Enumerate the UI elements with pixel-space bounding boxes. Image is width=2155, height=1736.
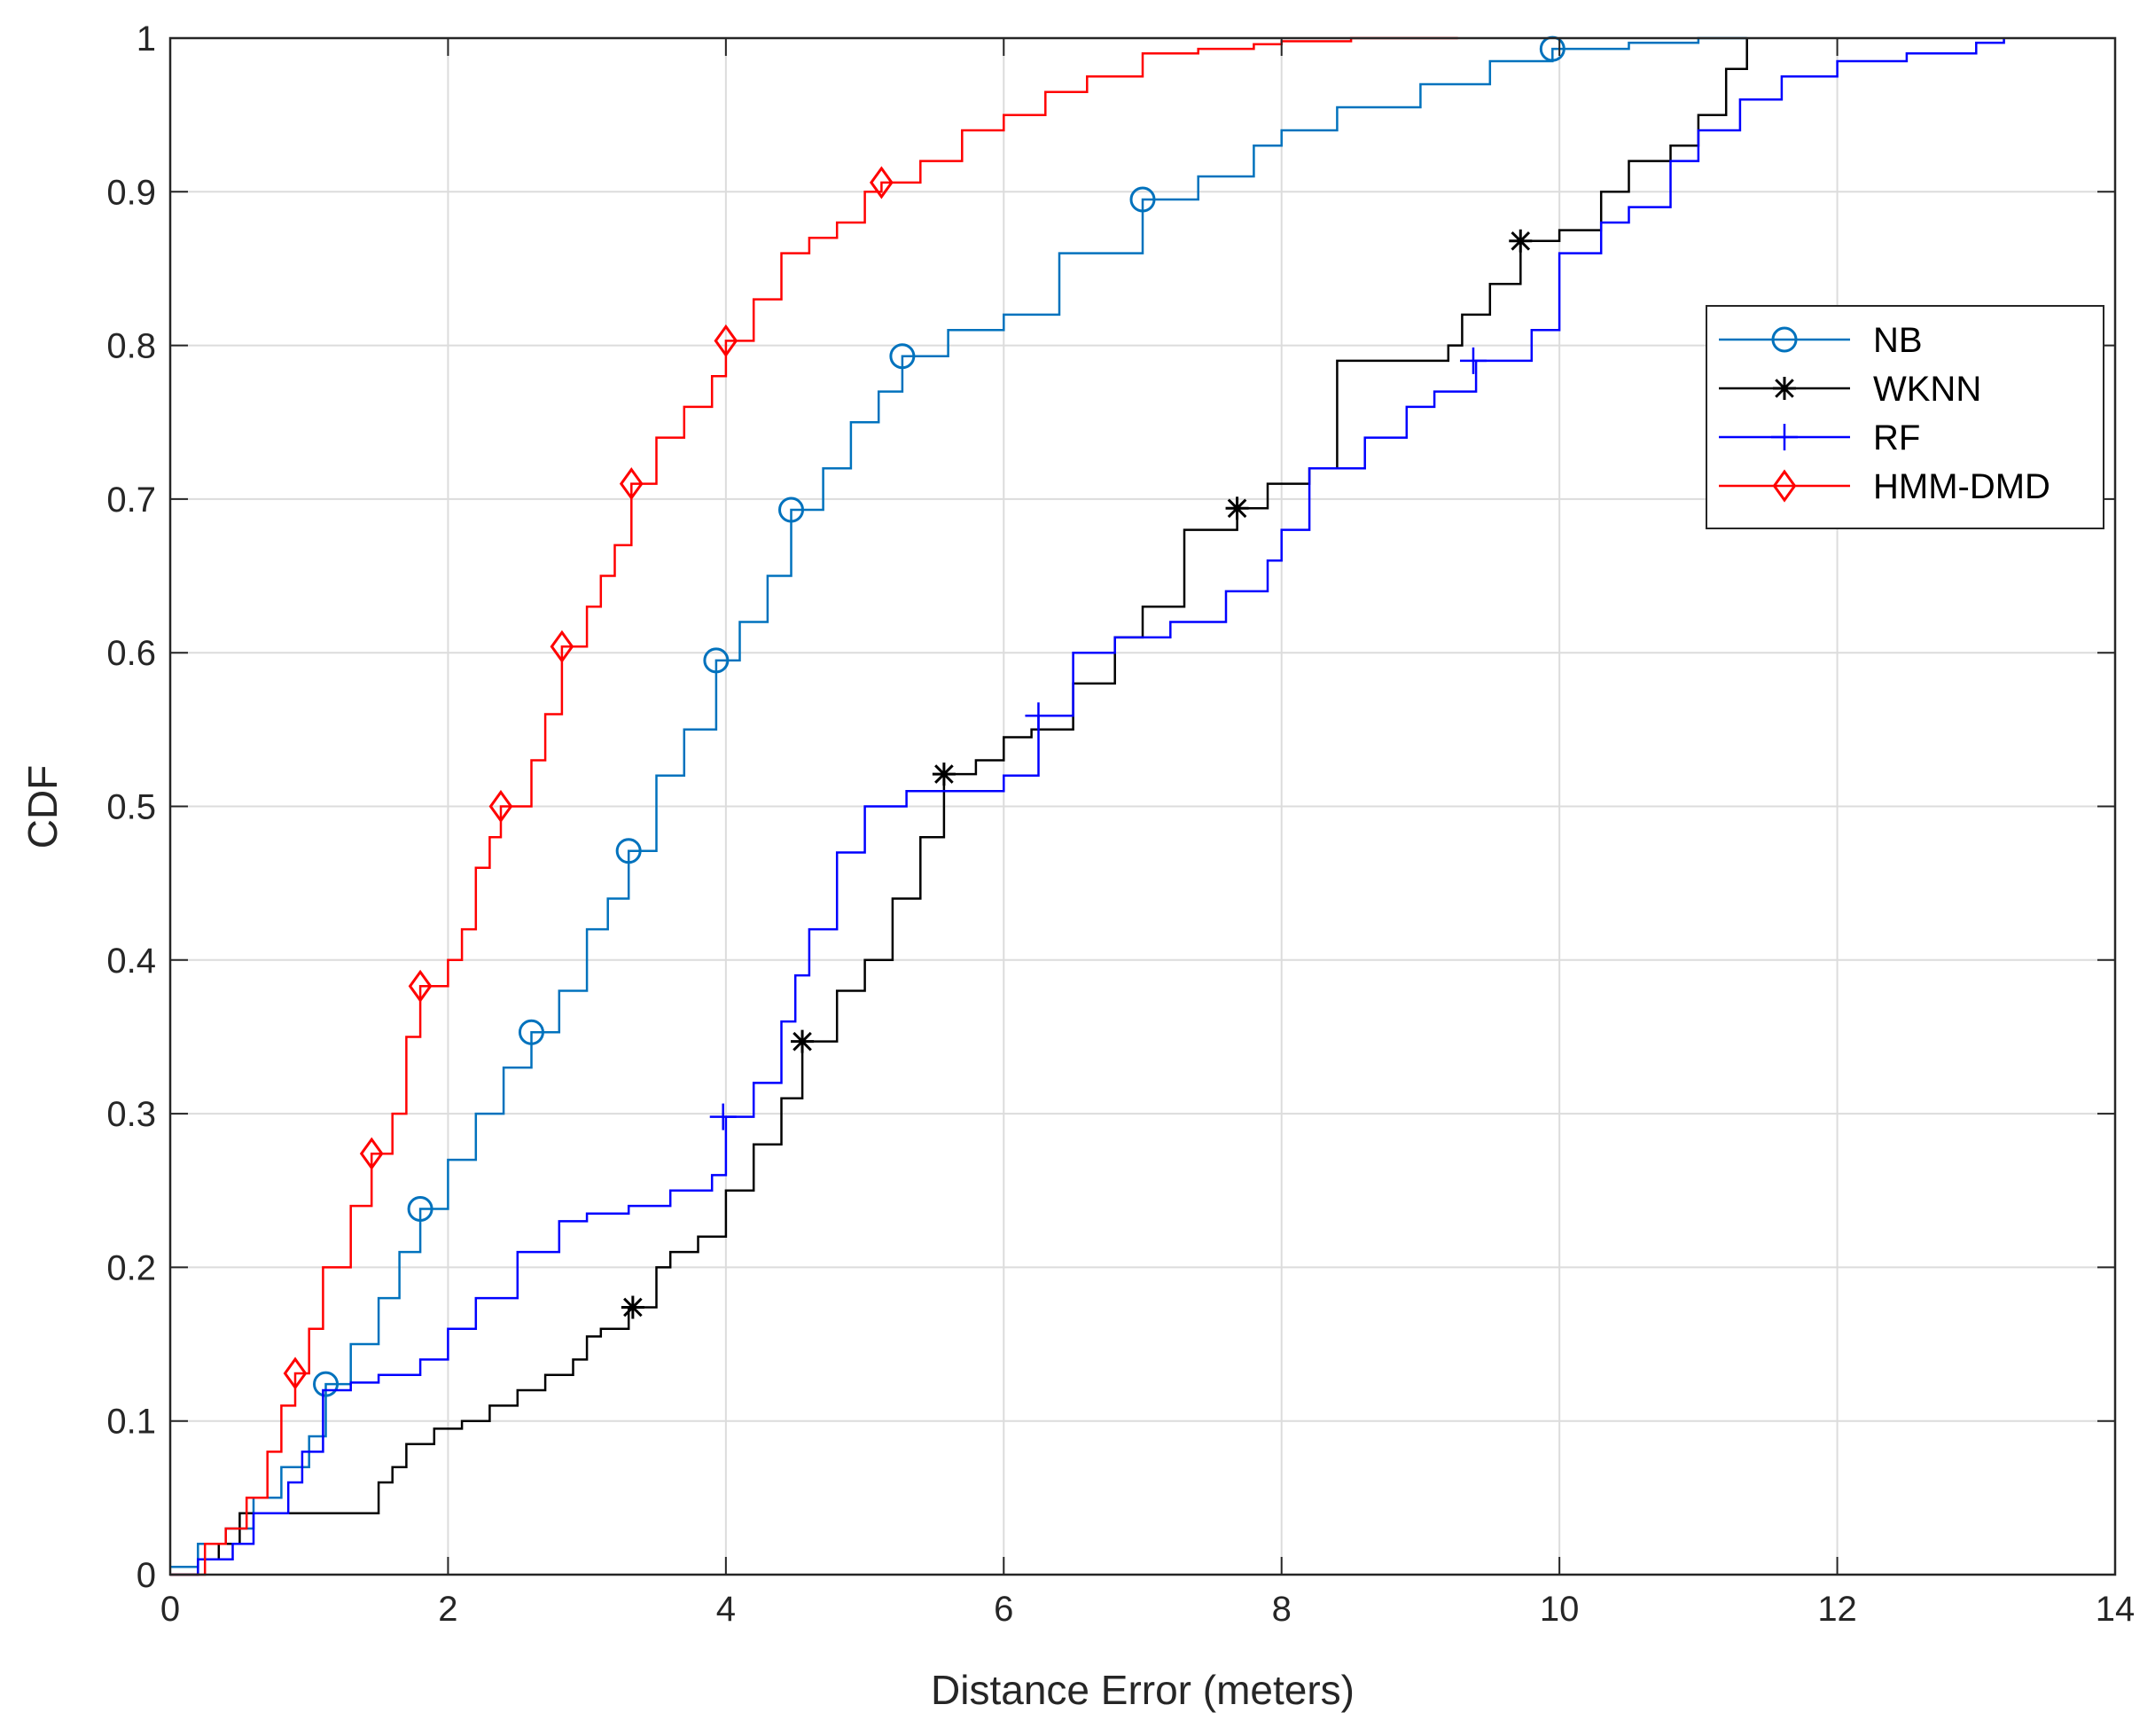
y-tick-label: 0.6 <box>106 634 156 673</box>
series-marker-wknn <box>932 762 956 786</box>
series-marker-rf <box>709 1103 737 1130</box>
legend-label: RF <box>1873 418 1920 457</box>
y-tick-label: 0.7 <box>106 481 156 520</box>
series-wknn <box>170 38 1748 1576</box>
series-marker-nb <box>313 1371 340 1397</box>
x-tick-label: 0 <box>160 1590 180 1629</box>
x-tick-label: 8 <box>1272 1590 1292 1629</box>
y-tick-label: 0 <box>137 1556 156 1595</box>
y-tick-label: 1 <box>137 20 156 59</box>
series-line-hmm-dmd <box>170 36 1458 1576</box>
x-tick-label: 4 <box>716 1590 736 1629</box>
y-tick-label: 0.1 <box>106 1403 156 1442</box>
ticks: 0 2 4 6 8 10 12 14 0 0.1 0.2 0.3 0.4 0.5 0.6 0.7 0.8 0.9 1 <box>106 20 2135 1629</box>
series-marker-hmm-dmd <box>619 467 644 501</box>
series-rf <box>170 38 2005 1576</box>
series-line-nb <box>170 36 1747 1568</box>
series-marker-rf <box>1459 347 1487 374</box>
series-nb <box>170 35 1747 1568</box>
series-hmm-dmd <box>170 36 1458 1576</box>
series-marker-nb <box>703 647 730 674</box>
series-marker-wknn <box>621 1295 644 1319</box>
legend-marker <box>1771 424 1798 450</box>
y-tick-label: 0.4 <box>106 942 156 981</box>
series-marker-nb <box>778 497 805 523</box>
legend-label: HMM-DMD <box>1873 467 2050 506</box>
legend-marker <box>1771 326 1798 353</box>
series-marker-hmm-dmd <box>408 969 433 1003</box>
x-tick-label: 14 <box>2096 1590 2135 1629</box>
series-layer <box>170 35 2005 1576</box>
x-tick-label: 12 <box>1817 1590 1857 1629</box>
x-tick-label: 6 <box>994 1590 1013 1629</box>
legend-marker <box>1772 469 1797 503</box>
series-marker-nb <box>1129 186 1156 213</box>
series-marker-nb <box>615 838 642 864</box>
y-tick-label: 0.3 <box>106 1095 156 1134</box>
x-axis-title: Distance Error (meters) <box>931 1667 1355 1713</box>
x-tick-label: 2 <box>438 1590 457 1629</box>
series-marker-nb <box>518 1019 544 1045</box>
series-marker-rf <box>1025 702 1052 730</box>
legend-entry-hmm-dmd: HMM-DMD <box>1719 467 2050 506</box>
series-marker-wknn <box>1509 229 1533 253</box>
series-marker-hmm-dmd <box>550 629 574 663</box>
series-marker-wknn <box>791 1029 815 1053</box>
series-marker-nb <box>889 343 916 370</box>
y-tick-label: 0.8 <box>106 327 156 366</box>
series-line-wknn <box>170 38 1748 1576</box>
series-marker-hmm-dmd <box>488 789 513 824</box>
legend-entry-wknn: WKNN <box>1719 370 1981 409</box>
series-line-rf <box>170 38 2005 1576</box>
series-marker-nb <box>407 1196 433 1223</box>
series-marker-wknn <box>1225 497 1249 520</box>
legend-marker <box>1773 377 1796 400</box>
legend: NB WKNN RF HMM-DMD <box>1706 305 2104 529</box>
y-tick-label: 0.9 <box>106 173 156 212</box>
series-marker-hmm-dmd <box>714 324 738 357</box>
series-marker-hmm-dmd <box>359 1137 384 1170</box>
legend-label: WKNN <box>1873 370 1981 409</box>
x-tick-label: 10 <box>1540 1590 1580 1629</box>
series-marker-hmm-dmd <box>283 1357 308 1390</box>
legend-entry-nb: NB <box>1719 321 1923 360</box>
y-tick-label: 0.5 <box>106 788 156 827</box>
series-marker-hmm-dmd <box>870 166 894 199</box>
legend-entry-rf: RF <box>1719 418 1920 457</box>
y-tick-label: 0.2 <box>106 1248 156 1287</box>
legend-label: NB <box>1873 321 1923 360</box>
y-axis-title: CDF <box>20 765 66 849</box>
